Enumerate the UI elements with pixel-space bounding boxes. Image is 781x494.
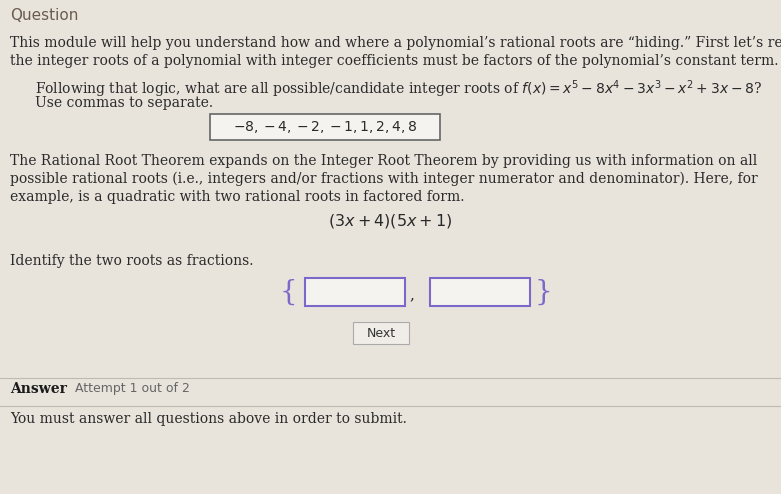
Text: Answer: Answer bbox=[10, 382, 67, 396]
Text: Identify the two roots as fractions.: Identify the two roots as fractions. bbox=[10, 254, 254, 268]
Text: Question: Question bbox=[10, 8, 78, 23]
FancyBboxPatch shape bbox=[353, 322, 409, 344]
Text: the integer roots of a polynomial with integer coefficients must be factors of t: the integer roots of a polynomial with i… bbox=[10, 54, 779, 68]
Text: Next: Next bbox=[366, 327, 395, 339]
Text: Attempt 1 out of 2: Attempt 1 out of 2 bbox=[75, 382, 190, 395]
FancyBboxPatch shape bbox=[210, 114, 440, 140]
Text: Following that logic, what are all possible/candidate integer roots of $f(x) = x: Following that logic, what are all possi… bbox=[35, 78, 762, 100]
Text: possible rational roots (i.e., integers and/or fractions with integer numerator : possible rational roots (i.e., integers … bbox=[10, 172, 758, 186]
Text: }: } bbox=[534, 279, 551, 305]
Text: Use commas to separate.: Use commas to separate. bbox=[35, 96, 213, 110]
Text: The Rational Root Theorem expands on the Integer Root Theorem by providing us wi: The Rational Root Theorem expands on the… bbox=[10, 154, 758, 168]
Text: {: { bbox=[280, 279, 297, 305]
FancyBboxPatch shape bbox=[305, 278, 405, 306]
FancyBboxPatch shape bbox=[430, 278, 530, 306]
Text: example, is a quadratic with two rational roots in factored form.: example, is a quadratic with two rationa… bbox=[10, 190, 465, 204]
Text: $(3x + 4)(5x + 1)$: $(3x + 4)(5x + 1)$ bbox=[328, 212, 452, 230]
Text: This module will help you understand how and where a polynomial’s rational roots: This module will help you understand how… bbox=[10, 36, 781, 50]
Text: ,: , bbox=[409, 288, 414, 302]
Text: $-8,-4,-2,-1,1,2,4,8$: $-8,-4,-2,-1,1,2,4,8$ bbox=[233, 119, 417, 135]
Text: You must answer all questions above in order to submit.: You must answer all questions above in o… bbox=[10, 412, 407, 426]
